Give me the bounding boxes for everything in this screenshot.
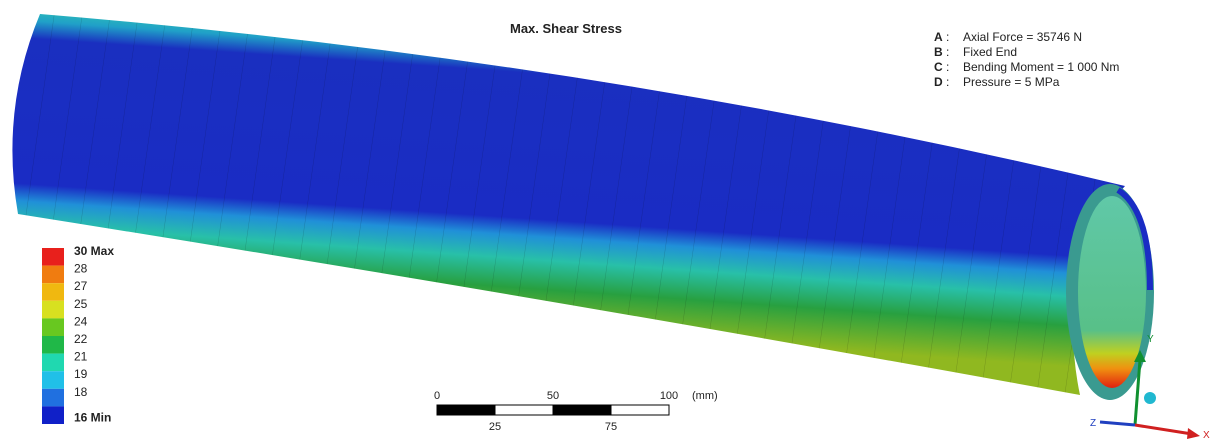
legend-label: 30 Max <box>74 244 114 258</box>
scale-label: 0 <box>434 390 440 402</box>
scale-segment <box>611 405 669 415</box>
scale-label: 100 <box>660 390 678 402</box>
legend-label: 18 <box>74 385 88 399</box>
legend-swatch <box>42 354 64 372</box>
load-text: Axial Force = 35746 N <box>963 30 1082 44</box>
load-text: Fixed End <box>963 45 1017 59</box>
load-colon: : <box>946 45 949 59</box>
scale-bar: 0 50 100 25 75 (mm) <box>434 390 718 433</box>
scale-unit: (mm) <box>692 390 718 402</box>
legend-label: 27 <box>74 279 88 293</box>
legend-swatch <box>42 406 64 424</box>
legend-label: 24 <box>74 314 88 328</box>
load-key: D <box>934 75 943 89</box>
load-key: A <box>934 30 943 44</box>
legend-swatch <box>42 248 64 266</box>
load-text: Bending Moment = 1 000 Nm <box>963 60 1119 74</box>
scale-label: 75 <box>605 421 617 433</box>
legend-label: 25 <box>74 297 88 311</box>
viewport: Max. Shear Stress A: Axial Force = 35746 … <box>0 0 1212 439</box>
scale-segment <box>495 405 553 415</box>
load-colon: : <box>946 30 949 44</box>
triad-x: X <box>1203 430 1210 439</box>
tube-mesh <box>12 14 1125 395</box>
triad-y: Y <box>1147 334 1154 345</box>
legend: 30 Max 28 27 25 24 22 21 19 18 16 Min <box>42 244 114 424</box>
triad-z: Z <box>1090 418 1096 429</box>
legend-swatch <box>42 336 64 354</box>
load-key: B <box>934 45 943 59</box>
legend-label: 21 <box>74 350 88 364</box>
scale-label: 50 <box>547 390 559 402</box>
legend-label: 16 Min <box>74 410 111 424</box>
legend-label: 28 <box>74 262 88 276</box>
legend-swatch <box>42 318 64 336</box>
result-title: Max. Shear Stress <box>510 21 622 36</box>
scale-segment <box>553 405 611 415</box>
legend-label: 22 <box>74 332 88 346</box>
legend-label: 19 <box>74 367 88 381</box>
load-colon: : <box>946 60 949 74</box>
legend-swatch <box>42 389 64 407</box>
load-key: C <box>934 60 943 74</box>
load-colon: : <box>946 75 949 89</box>
legend-swatch <box>42 371 64 389</box>
scale-label: 25 <box>489 421 501 433</box>
legend-swatch <box>42 283 64 301</box>
legend-swatch <box>42 301 64 319</box>
load-text: Pressure = 5 MPa <box>963 75 1060 89</box>
load-list: A: Axial Force = 35746 N B: Fixed End C: Bend… <box>934 30 1119 89</box>
legend-swatch <box>42 266 64 284</box>
scale-segment <box>437 405 495 415</box>
